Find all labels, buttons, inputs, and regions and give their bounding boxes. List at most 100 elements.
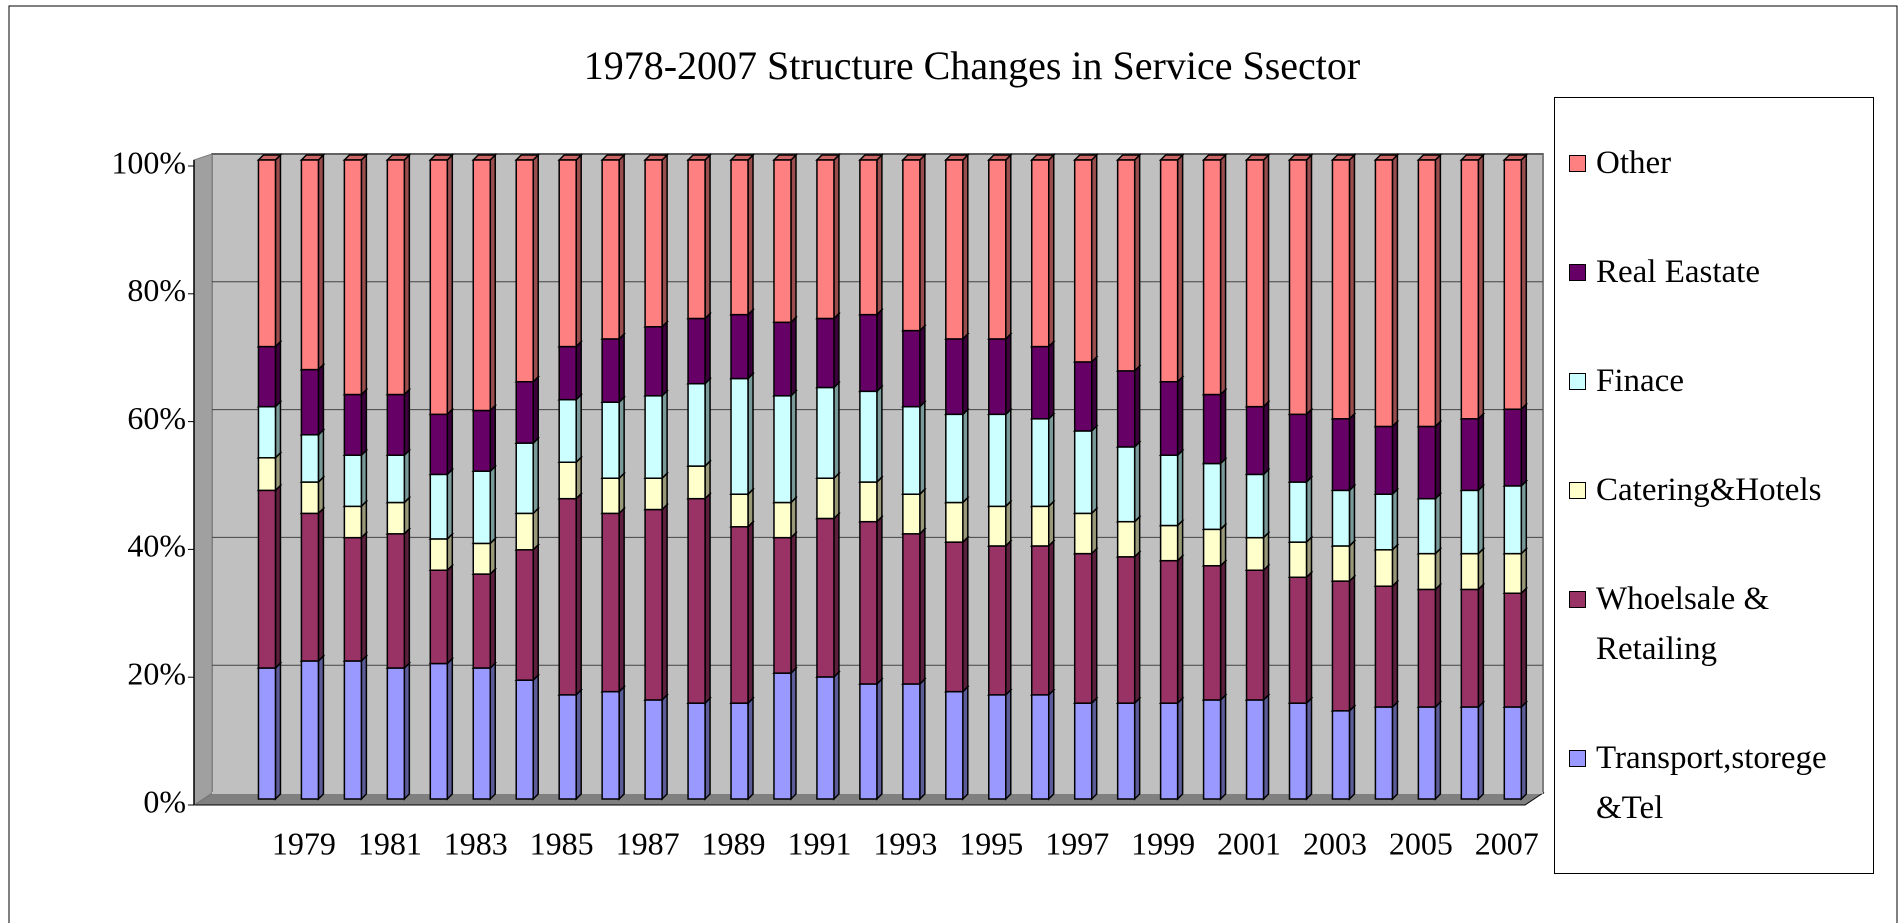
bar-segment: [644, 326, 663, 397]
bar-segment: [429, 159, 449, 416]
bar-segment: [859, 481, 878, 523]
x-tick-label: 1993: [873, 825, 937, 861]
bar-segment: [601, 159, 620, 340]
legend-swatch: [1569, 263, 1586, 281]
legend-swatch: [1569, 591, 1586, 609]
bar-segment: [1331, 159, 1351, 420]
bar-segment: [343, 454, 363, 508]
bar-segment: [644, 477, 663, 511]
bar-segment: [1073, 552, 1093, 704]
bar-segment: [1503, 706, 1523, 800]
bar-segment: [558, 345, 577, 401]
bar-segment: [730, 702, 749, 800]
legend-label: Other: [1596, 144, 1672, 181]
bar-segment: [1116, 702, 1136, 800]
bar-segment: [1159, 524, 1179, 562]
bar-segment: [601, 477, 620, 515]
bar-segment: [343, 660, 363, 800]
bar-segment: [859, 159, 878, 316]
bar-segment: [1202, 462, 1222, 531]
bar-segment: [902, 159, 921, 332]
bar-segment: [1503, 408, 1523, 487]
bar-segment: [1202, 528, 1222, 567]
bar-segment: [472, 573, 492, 669]
bar-segment: [902, 683, 921, 800]
bar-segment: [1288, 413, 1308, 483]
legend-entry: Catering&Hotels: [1569, 465, 1865, 515]
bar-segment: [1245, 159, 1265, 408]
bar-segment: [773, 501, 792, 539]
x-tick-label: 1981: [358, 825, 422, 861]
bar-segment: [1202, 159, 1222, 396]
bar-segment: [945, 338, 964, 416]
x-tick-label: 1983: [444, 825, 508, 861]
bar-segment: [988, 545, 1007, 696]
bar-segment: [472, 409, 492, 472]
legend-label: Transport,storege &Tel: [1596, 740, 1827, 827]
side-wall: [193, 153, 213, 806]
bar-segment: [1331, 545, 1351, 582]
bar-segment: [988, 505, 1007, 547]
bar-segment: [816, 676, 835, 800]
bar-segment: [300, 368, 320, 436]
bar-segment: [257, 345, 277, 408]
bar-segment: [1374, 425, 1394, 495]
bar-segment: [1073, 361, 1093, 432]
bar-segment: [1030, 345, 1050, 420]
bar-segment: [1331, 418, 1351, 492]
bar-top: [428, 154, 455, 161]
bar-segment: [945, 541, 964, 693]
bar-segment: [1245, 473, 1265, 539]
x-tick-label: 1985: [530, 825, 594, 861]
bar-segment: [1331, 580, 1351, 712]
bar-segment: [343, 393, 363, 456]
bar-segment: [472, 470, 492, 545]
bar-segment: [730, 313, 749, 380]
bar-segment: [343, 505, 363, 539]
chart-border: [8, 5, 1898, 923]
bar-segment: [257, 489, 277, 669]
legend-swatch: [1569, 154, 1586, 172]
bar-segment: [300, 512, 320, 662]
bar-segment: [1503, 485, 1523, 555]
bar-segment: [945, 690, 964, 800]
bar-segment: [1202, 393, 1222, 465]
bar-segment: [773, 536, 792, 674]
bar-segment: [773, 321, 792, 397]
bar-segment: [601, 338, 620, 403]
bar-segment: [1503, 552, 1523, 594]
bar-segment: [1460, 588, 1480, 708]
bar-segment: [601, 512, 620, 693]
legend: Other Real Eastate Finace Catering&Hotels Wh…: [1554, 97, 1874, 874]
bar-segment: [773, 159, 792, 324]
bar-segment: [515, 549, 534, 681]
bar-segment: [429, 413, 449, 476]
bar-segment: [988, 694, 1007, 800]
x-tick-label: 2007: [1475, 825, 1539, 861]
legend-label: Finace: [1596, 362, 1684, 399]
bar-segment: [816, 477, 835, 520]
bar-segment: [257, 405, 277, 459]
y-tick-label: 100%: [111, 144, 186, 180]
bar-top: [514, 154, 541, 161]
bar-segment: [687, 465, 706, 500]
bar-segment: [1503, 159, 1523, 410]
bar-segment: [902, 493, 921, 535]
bar-segment: [1374, 549, 1394, 587]
bar-segment: [1288, 541, 1308, 579]
bar-segment: [1159, 559, 1179, 704]
bar-segment: [1245, 405, 1265, 476]
x-tick-label: 2005: [1389, 825, 1453, 861]
bar-segment: [644, 395, 663, 479]
bar-segment: [687, 382, 706, 467]
bar-segment: [687, 159, 706, 320]
bar-segment: [1374, 159, 1394, 428]
bar-segment: [515, 679, 534, 800]
bar-segment: [1417, 425, 1437, 500]
bar-segment: [1460, 159, 1480, 420]
bar-segment: [1460, 552, 1480, 591]
bar-segment: [730, 159, 749, 316]
legend-entry: Transport,storege &Tel: [1569, 733, 1865, 833]
y-tick-label: 20%: [127, 656, 186, 692]
bar-segment: [1245, 536, 1265, 571]
